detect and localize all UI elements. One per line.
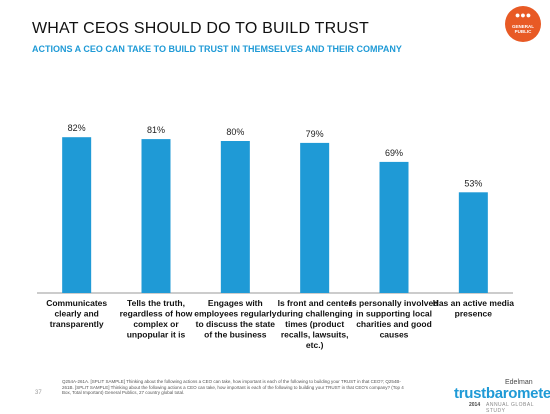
category-label-5: Is personally involved in supporting loca…	[350, 298, 439, 340]
data-label-1: 82%	[68, 123, 86, 133]
data-label-3: 80%	[226, 127, 244, 137]
bar-4	[300, 142, 330, 293]
brand-study: ANNUAL GLOBAL STUDY	[486, 402, 534, 414]
category-label-line: to discuss the state	[196, 319, 276, 329]
data-label-2: 81%	[147, 125, 165, 135]
category-label-line: transparently	[50, 319, 104, 329]
badge-label: GENERAL PUBLIC	[507, 24, 539, 34]
brand-product: trustbarometer	[454, 385, 550, 402]
footnote: Q254A-261A. [SPLIT SAMPLE] Thinking abou…	[62, 379, 404, 395]
category-label-line: of the business	[204, 330, 267, 340]
category-label-line: recalls, lawsuits,	[281, 330, 349, 340]
category-label-4: Is front and center during challenging tim…	[277, 298, 353, 350]
bar-2	[141, 139, 171, 293]
category-label-line: etc.)	[306, 340, 324, 350]
category-label-1: Communicates clearly and transparently	[46, 298, 107, 329]
category-label-line: Tells the truth,	[127, 298, 185, 308]
category-label-line: presence	[455, 309, 493, 319]
category-label-line: in supporting local	[356, 309, 432, 319]
badge-label-line2: PUBLIC	[514, 29, 532, 34]
category-label-line: during challenging	[277, 309, 353, 319]
category-label-line: times (product	[285, 319, 344, 329]
category-label-line: Has an active media	[433, 298, 515, 308]
category-label-line: complex or	[133, 319, 179, 329]
brand-year: 2014	[469, 402, 481, 408]
category-label-line: clearly and	[54, 309, 98, 319]
page-title: WHAT CEOS SHOULD DO TO BUILD TRUST	[32, 20, 369, 37]
category-label-line: causes	[380, 330, 409, 340]
category-label-line: employees regularly	[194, 309, 276, 319]
category-label-line: unpopular it is	[127, 330, 186, 340]
data-label-4: 79%	[306, 129, 324, 139]
bar-6	[458, 192, 488, 293]
category-label-line: Is personally involved	[350, 298, 439, 308]
category-label-3: Engages with employees regularly to discus…	[194, 298, 276, 340]
category-label-line: Engages with	[208, 298, 263, 308]
category-label-line: Is front and center	[278, 298, 353, 308]
people-icon: ●●●	[514, 10, 532, 20]
bar-5	[379, 161, 409, 293]
bar-1	[62, 137, 92, 293]
bar-3	[220, 141, 250, 293]
category-label-line: regardless of how	[120, 309, 193, 319]
category-label-6: Has an active media presence	[433, 298, 515, 319]
general-public-badge	[505, 6, 541, 42]
brand-company: Edelman	[505, 379, 533, 386]
category-label-2: Tells the truth, regardless of how complex…	[120, 298, 193, 340]
data-label-5: 69%	[385, 148, 403, 158]
page-subtitle: ACTIONS A CEO CAN TAKE TO BUILD TRUST IN…	[32, 44, 402, 54]
data-label-6: 53%	[464, 178, 482, 188]
category-label-line: charities and good	[356, 319, 432, 329]
page-number: 37	[35, 390, 42, 396]
badge-label-line1: GENERAL	[511, 24, 534, 29]
category-label-line: Communicates	[46, 298, 107, 308]
